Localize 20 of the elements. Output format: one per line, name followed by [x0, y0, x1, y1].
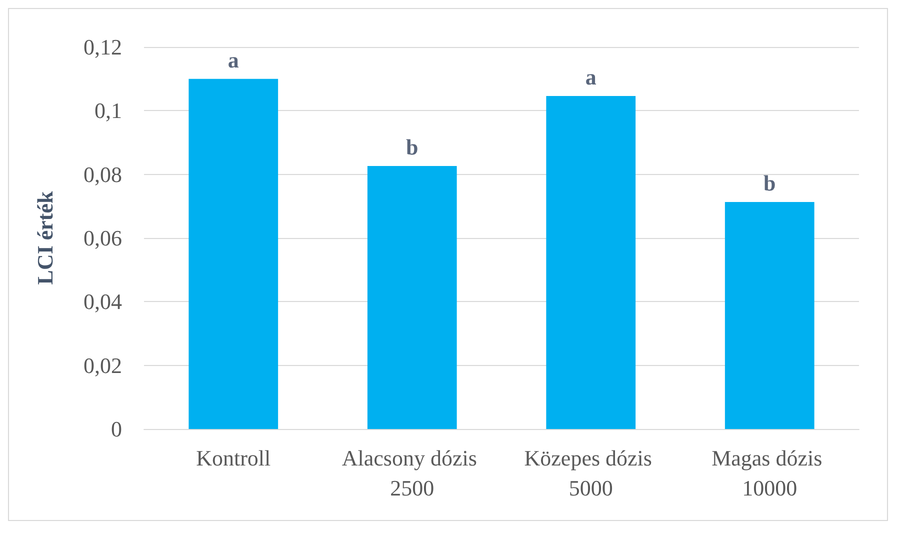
annotation: a: [585, 64, 596, 90]
y-tick-label: 0,06: [84, 226, 122, 250]
y-tick-label: 0,02: [84, 352, 122, 378]
bar: [367, 166, 457, 429]
x-tick-label: Alacsony dózis 2500: [342, 446, 482, 500]
x-tick-label: Kontroll: [196, 446, 271, 470]
annotation: b: [764, 170, 776, 196]
y-tick-label: 0,1: [94, 98, 122, 124]
bar: [724, 202, 814, 429]
y-axis-title: LCI érték: [32, 190, 58, 285]
bar: [546, 96, 636, 429]
y-tick-label: 0,12: [84, 34, 122, 60]
annotation: b: [406, 134, 418, 160]
y-tick-label: 0,08: [84, 162, 122, 187]
x-tick-label: Közepes dózis 5000: [524, 446, 658, 500]
y-tick-label: 0,04: [84, 289, 122, 314]
y-tick-label: 0: [111, 416, 122, 442]
x-tick-label: Magas dózis 10000: [712, 446, 828, 500]
bar: [188, 78, 278, 429]
annotation: a: [228, 47, 239, 72]
